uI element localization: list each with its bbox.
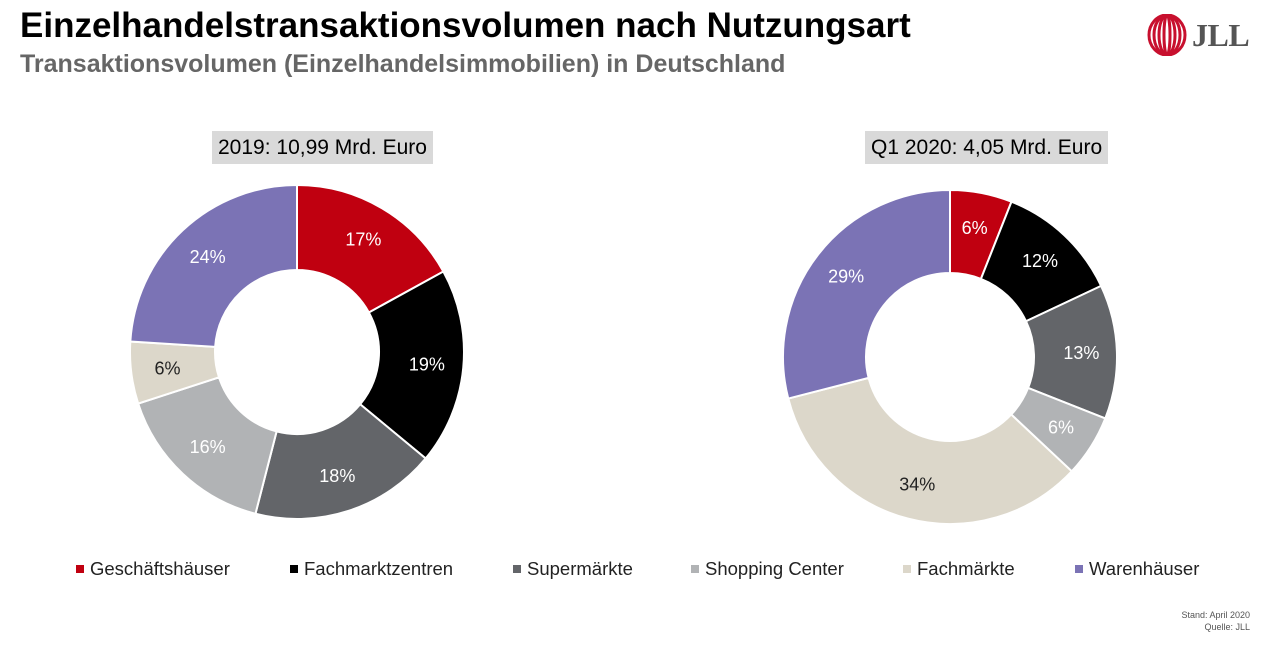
legend-swatch	[1075, 565, 1083, 573]
slice-label-shopping-center: 6%	[1048, 417, 1074, 437]
legend-swatch	[903, 565, 911, 573]
legend-swatch	[691, 565, 699, 573]
page-subtitle: Transaktionsvolumen (Einzelhandelsimmobi…	[20, 50, 786, 78]
slice-fachmaerkte	[787, 376, 1074, 526]
legend-label: Warenhäuser	[1089, 558, 1200, 579]
legend-swatch	[513, 565, 521, 573]
footer-stand: Stand: April 2020	[1181, 610, 1250, 620]
slice-warenhaeuser	[129, 183, 298, 348]
donut-chart-q1-2020: 6% 12% 13% 6% 34% 29%	[782, 188, 1118, 526]
jll-logo-icon	[1147, 14, 1187, 56]
slice-shopping-center	[136, 376, 278, 515]
slice-label-fachmaerkte: 34%	[899, 474, 935, 494]
legend-item-geschaeftshaeuser: Geschäftshäuser	[76, 558, 230, 580]
chart-legend: Geschäftshäuser Fachmarktzentren Supermärk…	[0, 558, 1280, 582]
legend-item-fachmaerkte: Fachmärkte	[903, 558, 1015, 580]
legend-item-fachmarktzentren: Fachmarktzentren	[290, 558, 453, 580]
slice-warenhaeuser	[782, 188, 951, 400]
legend-item-supermaerkte: Supermärkte	[513, 558, 633, 580]
legend-item-shopping-center: Shopping Center	[691, 558, 844, 580]
slice-label-shopping-center: 16%	[190, 437, 226, 457]
slice-label-geschaeftshaeuser: 6%	[962, 218, 988, 238]
slice-label-supermaerkte: 18%	[319, 466, 355, 486]
chart-2019-title: 2019: 10,99 Mrd. Euro	[212, 131, 433, 164]
jll-logo: JLL	[1146, 14, 1250, 56]
donut-chart-2019: 17% 19% 18% 16% 6% 24%	[129, 183, 465, 520]
slice-label-warenhaeuser: 29%	[828, 266, 864, 286]
page-title: Einzelhandelstransaktionsvolumen nach Nu…	[20, 6, 911, 45]
slice-supermaerkte	[254, 402, 428, 520]
legend-label: Fachmärkte	[917, 558, 1015, 579]
legend-label: Shopping Center	[705, 558, 844, 579]
footer-quelle: Quelle: JLL	[1204, 622, 1250, 632]
slice-label-fachmarktzentren: 12%	[1022, 251, 1058, 271]
legend-label: Supermärkte	[527, 558, 633, 579]
slice-label-geschaeftshaeuser: 17%	[345, 230, 381, 250]
slice-label-fachmaerkte: 6%	[155, 358, 181, 378]
chart-q1-2020-title: Q1 2020: 4,05 Mrd. Euro	[865, 131, 1109, 164]
footer: Stand: April 2020 Quelle: JLL	[1181, 609, 1250, 633]
legend-item-warenhaeuser: Warenhäuser	[1075, 558, 1199, 580]
slice-label-warenhaeuser: 24%	[190, 247, 226, 267]
legend-label: Fachmarktzentren	[304, 558, 454, 579]
slice-label-fachmarktzentren: 19%	[409, 354, 445, 374]
slice-fachmarktzentren	[358, 270, 465, 460]
slice-label-supermaerkte: 13%	[1063, 343, 1099, 363]
legend-label: Geschäftshäuser	[90, 558, 230, 579]
jll-logo-text: JLL	[1192, 16, 1250, 53]
slice-geschaeftshaeuser	[296, 183, 445, 314]
legend-swatch	[76, 565, 84, 573]
legend-swatch	[290, 565, 298, 573]
